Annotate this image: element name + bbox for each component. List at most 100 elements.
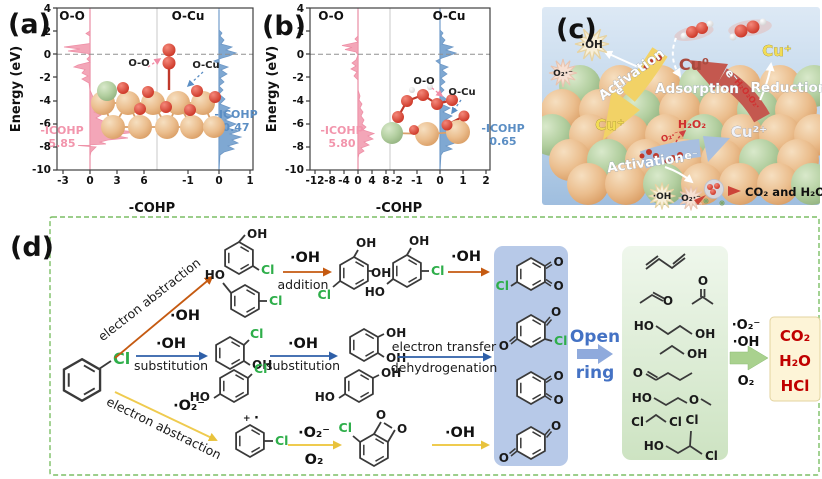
oo-header: O-O [59,9,85,23]
ocu-header: O-Cu [172,9,205,23]
x-axis-label: -COHP [129,201,175,216]
molecule-acetaldehyde [639,291,665,304]
oh-label: OH [386,326,406,340]
open-ring-label-1: Open [570,327,620,347]
y-tick-label: -6 [292,118,304,130]
molecule-chlorobenzene: Cl [62,349,130,402]
x-tick-label: -2 [391,175,403,187]
y-tick-label: -6 [39,118,51,130]
superoxide-label: O₂·⁻ [553,69,573,79]
oh-label: OH [356,236,376,250]
ocu-pointer-arrow [186,71,204,88]
reduction-label: Reduction [751,80,822,96]
adsorption-arrow [671,37,682,78]
x-axis-label: -COHP [376,201,422,216]
oh-label: OH [687,347,707,361]
molecule-methoxyethanol-b [700,398,712,406]
icohp-value-pink: 5.85 [48,137,75,150]
ho-label: HO [190,390,210,404]
oh-radical-label: ·OH [288,336,318,352]
cl-label-black: Cl [686,413,699,427]
molecule-dichloroethane [645,413,667,423]
molecule-o-benzoquinone: O O [516,369,564,407]
x-tick-label: -1 [411,175,423,187]
oh-radical-label: ·OH [170,308,200,324]
oh-label: OH [371,266,391,280]
y-tick-label: 2 [297,26,304,38]
oo-header: O-O [318,9,344,23]
electron-transfer-label: electron transfer [392,339,497,354]
cl-label-black: Cl [705,449,718,463]
oxygen-label: O₂ [305,452,324,468]
y-ticks [53,7,57,171]
superoxide-label: ·O₂⁻ [173,398,205,414]
ring-opening-products-box [622,246,728,460]
cl-label: Cl [554,333,567,348]
icohp-label-blue: -ICOHP [481,122,524,135]
icohp-label-pink: -ICOHP [40,124,83,137]
ho-label: HO [205,268,225,282]
y-axis-label: Energy (eV) [265,46,280,132]
molecule-fragment-icon [719,200,725,206]
oh-label: OH [381,366,401,380]
molecule-butadiene [645,253,686,270]
y-tick-label: -10 [285,164,304,176]
y-tick-label: 4 [44,3,51,15]
activation-arrow-blue [639,136,730,169]
x-tick-label: -12 [306,175,325,187]
dopant-atom [381,122,403,144]
o-label: O [698,274,708,288]
radical-dot-label: · [254,411,259,426]
molecule-chloro-o-benzoquinone: O O Cl [496,255,564,293]
cu0-label: Cu⁰ [679,55,709,74]
addition-label: addition [278,277,329,292]
radical-release-arrow-top [603,50,646,71]
o2-atom [162,56,176,70]
cl-label: Cl [269,293,282,308]
adsorption-label: Adsorption [655,81,739,97]
oh-radical-label: ·OH [581,39,603,51]
panel-b-label: (b) [262,11,306,42]
oh-label: OH [252,358,272,372]
cl-label: Cl [318,287,331,302]
oh-label-final: ·OH [733,335,760,350]
molecule-chlorohydroquinone: OH Cl HO [365,234,445,299]
oh-radical-label: ·OH [445,425,475,441]
radical-release-arrow-bottom [664,166,694,184]
dehydrogenation-label: dehydrogenation [391,360,498,375]
panel-d: (d) Cl electron abstraction ·OH OH Cl HO… [10,216,821,476]
cl-label-black: Cl [631,415,644,429]
x-tick-label: -1 [182,175,194,187]
molecule-chloro-p-benzoquinone: O Cl O [499,305,568,353]
oh-radical-label-bottom: ·OH [653,192,672,202]
structure-inset-b: O-O O-Cu [381,76,476,146]
ho-label: HO [644,439,664,453]
plus-charge-label: + [243,414,251,424]
y-tick-label: 0 [297,49,304,61]
y-axis-label: Energy (eV) [9,46,24,132]
molecule-fragment-icon [703,198,709,204]
cl-label: Cl [431,263,444,278]
o-label: O [499,451,509,465]
oh-label: OH [695,327,715,341]
cu-plus-arrow [759,62,775,101]
o-label: O [554,279,564,293]
degradation-products [694,179,741,206]
inset-ocu-label: O-Cu [192,60,219,71]
o-label: O [551,419,561,433]
molecule-chloropropanol [665,430,703,455]
o-label: O [554,255,564,269]
ocu-header: O-Cu [433,9,466,23]
o-label: O [376,408,386,422]
y-tick-label: -8 [39,141,51,153]
x-tick-label: -8 [324,175,336,187]
cl-label: Cl [261,262,274,277]
panel-d-label: (d) [10,232,54,263]
molecule-2-chlorophenol-b: Cl OH [215,326,272,372]
cl-label: Cl [496,278,509,293]
cu-plus-left-label: Cu⁺ [595,116,625,134]
x-ticks [62,170,251,174]
o2-atom [162,43,176,57]
molecule-acetone [691,289,714,305]
